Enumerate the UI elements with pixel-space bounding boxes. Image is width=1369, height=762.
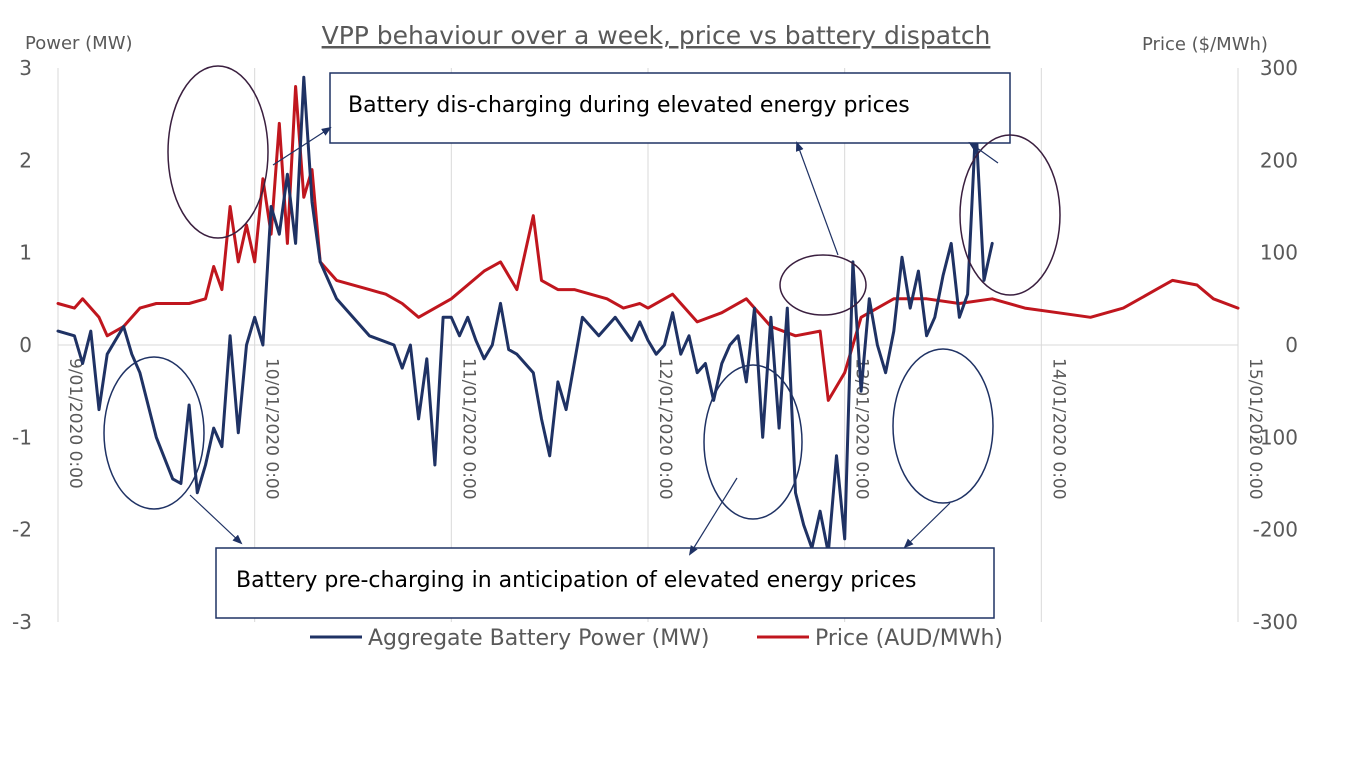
arrow-precharge-2	[688, 477, 738, 556]
right-axis-ticks: 300 200 100 0 -100 -200 -300	[1253, 56, 1298, 634]
right-axis-title: Price ($/MWh)	[1142, 34, 1268, 55]
right-tick-label: -300	[1253, 610, 1298, 634]
arrow-precharge-3	[903, 502, 951, 549]
discharge-ellipse-3	[959, 134, 1061, 296]
arrow-discharge-1	[272, 126, 332, 166]
legend-label-power: Aggregate Battery Power (MW)	[368, 626, 710, 651]
discharge-callout-text: Battery dis-charging during elevated ene…	[348, 93, 910, 118]
precharge-ellipse-3	[892, 348, 994, 504]
discharge-ellipse-2	[779, 254, 867, 316]
arrow-precharge-1	[189, 494, 243, 545]
x-tick-label: 10/01/2020 0:00	[262, 358, 282, 500]
left-tick-label: 3	[19, 56, 32, 80]
chart-title: VPP behaviour over a week, price vs batt…	[322, 21, 991, 50]
legend-label-price: Price (AUD/MWh)	[815, 626, 1003, 651]
left-axis-ticks: 3 2 1 0 -1 -2 -3	[12, 56, 32, 634]
arrow-discharge-3	[968, 141, 999, 164]
x-axis-ticks: 9/01/2020 0:00 10/01/2020 0:00 11/01/2020 …	[65, 358, 1265, 500]
x-tick-label: 11/01/2020 0:00	[458, 358, 478, 500]
series-line-power	[56, 75, 994, 555]
x-tick-label: 9/01/2020 0:00	[65, 358, 85, 489]
left-tick-label: 1	[19, 241, 32, 265]
right-tick-label: -100	[1253, 425, 1298, 449]
right-tick-label: 100	[1260, 241, 1298, 265]
right-tick-label: 0	[1285, 333, 1298, 357]
discharge-ellipse-1	[167, 65, 269, 239]
x-tick-label: 15/01/2020 0:00	[1245, 358, 1265, 500]
legend: Aggregate Battery Power (MW) Price (AUD/…	[310, 626, 1003, 651]
precharge-callout-text: Battery pre-charging in anticipation of …	[236, 568, 916, 593]
precharge-ellipse-1	[103, 356, 205, 510]
x-tick-label: 12/01/2020 0:00	[655, 358, 675, 500]
right-tick-label: -200	[1253, 518, 1298, 542]
left-tick-label: -2	[12, 518, 32, 542]
series-lines	[56, 75, 1240, 555]
left-tick-label: -1	[12, 425, 32, 449]
right-tick-label: 200	[1260, 148, 1298, 172]
left-tick-label: -3	[12, 610, 32, 634]
discharge-callout-box	[329, 72, 1011, 144]
x-tick-label: 14/01/2020 0:00	[1048, 358, 1068, 500]
precharge-ellipse-2	[703, 364, 803, 520]
left-tick-label: 0	[19, 333, 32, 357]
right-tick-label: 300	[1260, 56, 1298, 80]
left-axis-title: Power (MW)	[25, 33, 133, 54]
x-tick-label: 13/01/2020 0:00	[852, 358, 872, 500]
left-tick-label: 2	[19, 148, 32, 172]
precharge-callout-box	[215, 547, 995, 619]
arrow-discharge-2	[795, 141, 839, 256]
